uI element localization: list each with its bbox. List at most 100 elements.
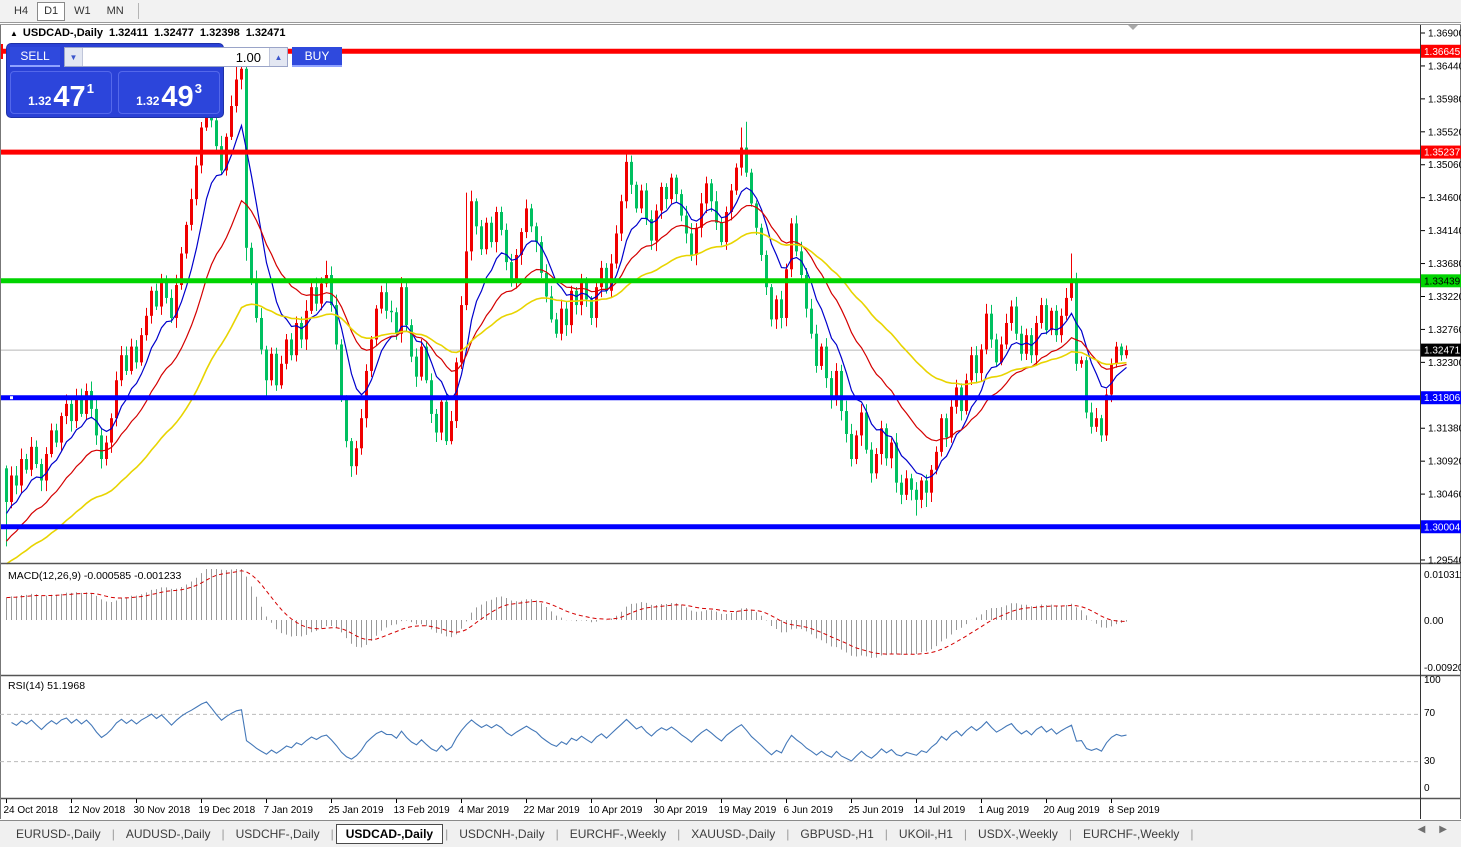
chart-tab-usdx-weekly[interactable]: USDX-,Weekly xyxy=(978,827,1058,841)
tab-scroll-left-icon[interactable]: ◀ xyxy=(1417,824,1426,835)
price-level-label-box xyxy=(1421,274,1461,288)
chart-tab-ukoil-h1[interactable]: UKOil-,H1 xyxy=(898,827,953,841)
candle-body xyxy=(735,167,738,191)
candle-body xyxy=(485,222,488,250)
candle-body xyxy=(480,226,483,250)
candle-body xyxy=(1045,305,1048,331)
chart-tab-usdcnh-daily[interactable]: USDCNH-,Daily xyxy=(459,827,545,841)
tab-separator: | xyxy=(1068,827,1072,841)
candle-body xyxy=(940,418,943,452)
buy-price-small: 1.32 xyxy=(136,94,160,108)
price-level-label: 1.33439 xyxy=(1424,276,1461,287)
candle-body xyxy=(180,253,183,286)
candle-body xyxy=(570,290,573,326)
candle-body xyxy=(900,482,903,495)
candle-body xyxy=(155,290,158,307)
rsi-label: RSI(14) 51.1968 xyxy=(8,680,85,692)
tab-separator: | xyxy=(884,827,888,841)
candle-body xyxy=(140,335,143,363)
price-level-label: 1.31806 xyxy=(1424,393,1461,404)
candle-body xyxy=(340,344,343,399)
sell-price-tile[interactable]: 1.32 47 1 xyxy=(10,71,112,114)
chart-tab-eurusd-daily[interactable]: EURUSD-,Daily xyxy=(16,827,101,841)
candle-body xyxy=(545,272,548,297)
candle-body xyxy=(365,370,368,419)
chart-tab-xauusd-daily[interactable]: XAUUSD-,Daily xyxy=(691,827,776,841)
volume-increase-button[interactable]: ▲ xyxy=(269,48,287,66)
candle-body xyxy=(350,441,353,467)
candle-body xyxy=(1015,306,1018,334)
timeframe-d1-button[interactable]: D1 xyxy=(37,1,66,21)
chart-tab-eurchf-weekly[interactable]: EURCHF-,Weekly xyxy=(569,827,667,841)
chart-canvas[interactable]: 1.36900 1.36440 1.35980 1.35520 1.35060 1.346… xyxy=(0,24,1461,820)
candle-body xyxy=(50,430,53,455)
candle-body xyxy=(250,247,253,281)
candle-body xyxy=(385,292,388,311)
candle-body xyxy=(500,212,503,230)
date-axis-label: 24 Oct 2018 xyxy=(4,805,59,816)
candle-body xyxy=(320,283,323,304)
candle-body xyxy=(505,229,508,263)
candle-body xyxy=(1120,346,1123,356)
candle-body xyxy=(295,322,298,356)
tab-separator: | xyxy=(111,827,115,841)
candle-body xyxy=(470,201,473,252)
macd-signal-line xyxy=(6,570,1127,655)
candle-body xyxy=(270,353,273,381)
timeframe-w1-button[interactable]: W1 xyxy=(67,2,98,21)
volume-input[interactable] xyxy=(83,48,269,66)
candle-body xyxy=(915,489,918,500)
line-handle-marker[interactable] xyxy=(0,44,3,59)
candle-body xyxy=(990,313,993,340)
chart-tab-usdchf-daily[interactable]: USDCHF-,Daily xyxy=(235,827,320,841)
candle-body xyxy=(775,299,778,320)
candle-body xyxy=(490,222,493,243)
candle-body xyxy=(815,333,818,366)
candle-body xyxy=(930,469,933,493)
chart-tab-audusd-daily[interactable]: AUDUSD-,Daily xyxy=(125,827,211,841)
candlestick-series xyxy=(5,51,1128,547)
candle-body xyxy=(565,308,568,326)
timeframe-mn-button[interactable]: MN xyxy=(100,2,131,21)
candle-body xyxy=(575,290,578,306)
candle-body xyxy=(975,355,978,374)
candle-body xyxy=(780,299,783,318)
candle-body xyxy=(370,339,373,371)
candle-body xyxy=(20,459,23,486)
moving-average-line-9 xyxy=(5,123,1127,514)
chart-tab-usdcad-daily[interactable]: USDCAD-,Daily xyxy=(335,824,444,844)
sell-price-big: 47 xyxy=(53,81,86,114)
chart-tab-eurchf-weekly[interactable]: EURCHF-,Weekly xyxy=(1082,827,1180,841)
sell-button[interactable]: SELL xyxy=(10,47,60,67)
candle-body xyxy=(845,411,848,434)
line-handle-marker[interactable] xyxy=(10,396,13,400)
candle-body xyxy=(520,232,523,255)
rsi-line xyxy=(11,701,1127,762)
moving-average-line-22 xyxy=(6,199,1127,542)
candle-body xyxy=(1095,418,1098,427)
buy-button[interactable]: BUY xyxy=(292,47,342,67)
candle-body xyxy=(390,310,393,313)
candle-body xyxy=(125,355,128,371)
timeframe-h4-button[interactable]: H4 xyxy=(7,2,35,21)
tab-scroll-right-icon[interactable]: ▶ xyxy=(1439,824,1447,835)
candle-body xyxy=(85,391,88,414)
volume-decrease-button[interactable]: ▼ xyxy=(65,48,83,66)
candle-body xyxy=(5,468,8,502)
candle-body xyxy=(465,251,468,306)
candle-body xyxy=(580,280,583,306)
candle-body xyxy=(530,208,533,227)
candle-body xyxy=(880,428,883,455)
chart-shift-triangle-icon[interactable] xyxy=(1128,25,1138,30)
date-axis-label: 30 Nov 2018 xyxy=(134,805,191,816)
collapse-triangle-icon[interactable]: ▲ xyxy=(10,28,18,38)
buy-price-tile[interactable]: 1.32 49 3 xyxy=(118,71,220,114)
chart-tab-gbpusd-h1[interactable]: GBPUSD-,H1 xyxy=(800,827,874,841)
candle-body xyxy=(640,190,643,209)
candle-body xyxy=(175,285,178,318)
buy-price-sup: 3 xyxy=(194,81,202,96)
price-tick-label: 1.32760 xyxy=(1428,325,1461,336)
candle-body xyxy=(830,378,833,400)
candle-body xyxy=(475,201,478,227)
candle-body xyxy=(150,290,153,316)
